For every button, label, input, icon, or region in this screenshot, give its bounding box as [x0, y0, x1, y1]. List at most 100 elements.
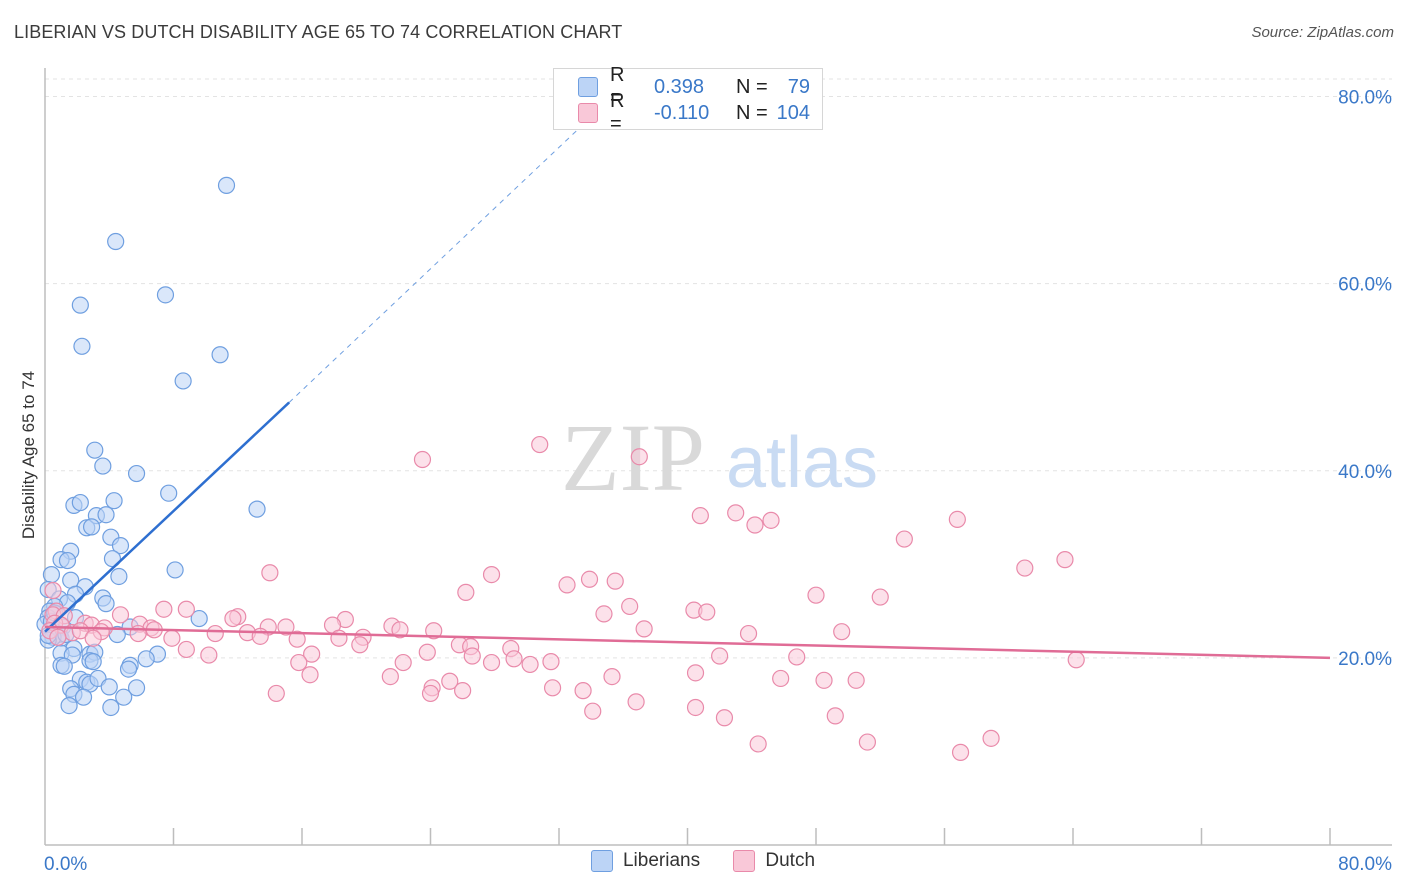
point-dutch [463, 647, 481, 665]
point-dutch [603, 667, 621, 686]
watermark-atlas: atlas [726, 423, 878, 503]
point-dutch [1016, 559, 1034, 577]
stats-legend: R = 0.398 N = 79 R = -0.110 N = 104 [553, 64, 823, 135]
point-dutch [746, 516, 764, 534]
stats-r-label: R = [610, 90, 625, 135]
point-dutch [847, 671, 865, 689]
grid: 20.0% 40.0% 60.0% 80.0% [45, 78, 1392, 670]
point-liberian [115, 688, 133, 706]
point-liberian [86, 441, 104, 459]
point-liberian [248, 500, 266, 518]
point-dutch [711, 647, 729, 665]
point-dutch [301, 666, 319, 684]
point-dutch [788, 648, 806, 666]
point-dutch [542, 653, 560, 671]
point-liberian [190, 609, 208, 628]
legend-label-liberians: Liberians [622, 850, 701, 871]
point-dutch [833, 623, 851, 641]
point-liberian [166, 561, 184, 579]
point-liberian [107, 232, 125, 251]
point-dutch [815, 671, 833, 689]
point-dutch [425, 622, 443, 640]
point-liberian [55, 657, 73, 675]
point-dutch [606, 572, 624, 590]
stats-swatch-dutch [578, 103, 598, 123]
stats-n-label: N = [736, 75, 768, 98]
y-axis-label: Disability Age 65 to 74 [19, 371, 38, 539]
point-liberian [211, 346, 229, 364]
x-tick-label: 80.0% [1338, 854, 1392, 875]
axes: 0.0% 80.0% [44, 68, 1392, 875]
point-dutch [895, 530, 913, 548]
point-dutch [630, 448, 648, 466]
watermark: ZIP atlas [561, 404, 878, 511]
point-dutch [200, 646, 218, 664]
point-dutch [391, 621, 409, 639]
point-dutch [1067, 651, 1085, 669]
point-dutch [698, 603, 716, 621]
point-liberian [94, 457, 112, 475]
point-dutch [454, 682, 472, 700]
trend-liberians-extension [288, 124, 584, 403]
source-label: Source: ZipAtlas.com [1251, 24, 1394, 41]
point-liberian [105, 492, 123, 510]
point-liberian [82, 518, 101, 536]
point-dutch [715, 709, 734, 727]
point-liberian [42, 566, 61, 584]
point-liberian [74, 688, 93, 706]
point-dutch [531, 435, 549, 454]
point-dutch [727, 504, 745, 522]
point-liberian [174, 372, 192, 390]
point-liberian [97, 595, 115, 613]
y-tick-label: 60.0% [1338, 275, 1392, 296]
point-dutch [739, 624, 758, 643]
point-dutch [482, 566, 501, 584]
point-liberian [160, 484, 178, 502]
point-liberian [111, 536, 130, 555]
point-dutch [482, 653, 501, 672]
point-dutch [267, 684, 285, 703]
stats-row-liberians: R = 0.398 N = 79 [578, 64, 810, 109]
point-liberian [71, 296, 89, 314]
legend-item-dutch[interactable]: Dutch [733, 850, 815, 872]
point-liberian [156, 286, 175, 304]
point-dutch [418, 643, 436, 661]
point-dutch [871, 588, 889, 606]
point-liberian [127, 679, 146, 697]
point-dutch [558, 576, 576, 594]
point-dutch [84, 629, 102, 647]
stats-row-dutch: R = -0.110 N = 104 [578, 90, 810, 135]
point-dutch [627, 693, 645, 711]
point-dutch [574, 682, 592, 700]
point-liberian [110, 567, 128, 586]
stats-r-value: -0.110 [654, 101, 710, 124]
point-dutch [288, 630, 306, 648]
legend-item-liberians[interactable]: Liberians [590, 850, 701, 872]
x-tick-label: 0.0% [44, 854, 87, 875]
point-dutch [277, 618, 295, 636]
point-dutch [686, 698, 705, 717]
trend-liberians [44, 401, 291, 633]
point-dutch [413, 450, 432, 469]
point-liberian [71, 493, 89, 512]
point-dutch [49, 628, 67, 646]
point-dutch [224, 609, 242, 628]
series-dutch [41, 435, 1085, 761]
point-dutch [807, 586, 825, 604]
chart-title: LIBERIAN VS DUTCH DISABILITY AGE 65 TO 7… [14, 22, 623, 42]
point-dutch [691, 507, 709, 525]
point-dutch [351, 636, 369, 654]
stats-n-value: 79 [787, 75, 810, 98]
stats-n-value: 104 [776, 101, 810, 124]
point-liberian [137, 650, 155, 668]
point-dutch [686, 664, 705, 682]
point-dutch [584, 702, 602, 720]
point-dutch [948, 510, 966, 529]
stats-r-label: R = [610, 64, 625, 109]
point-dutch [163, 629, 181, 647]
point-dutch [982, 729, 1000, 747]
point-dutch [111, 606, 130, 624]
point-dutch [261, 564, 279, 582]
point-dutch [772, 669, 790, 688]
